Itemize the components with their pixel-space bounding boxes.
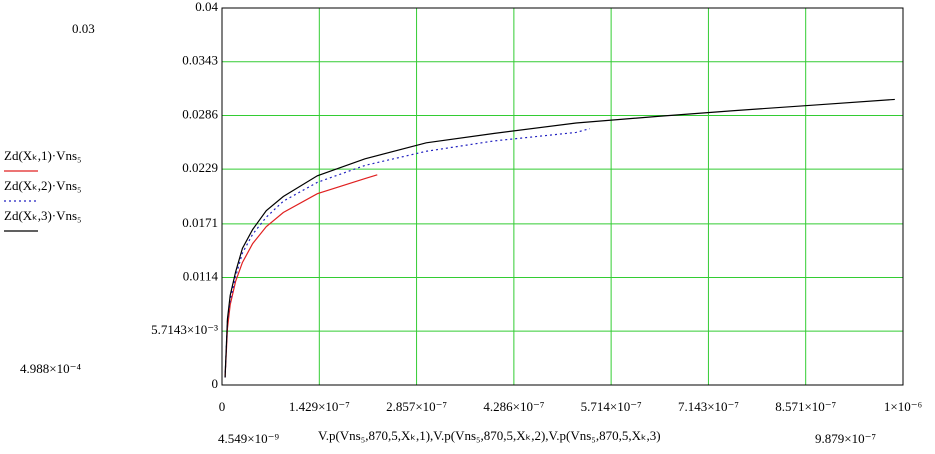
y-range-bottom: 4.988×10⁻⁴ bbox=[20, 361, 81, 376]
series-line bbox=[224, 128, 590, 378]
y-tick-label: 5.7143×10⁻³ bbox=[151, 322, 218, 337]
series-line bbox=[224, 174, 378, 378]
y-tick-label: 0.0286 bbox=[182, 106, 218, 121]
x-tick-label: 1.429×10⁻⁷ bbox=[289, 399, 350, 414]
x-tick-label: 0 bbox=[219, 399, 226, 414]
legend-label: Zd(Xₖ,1)·Vns₅ bbox=[4, 148, 82, 163]
legend-label: Zd(Xₖ,2)·Vns₅ bbox=[4, 178, 82, 193]
x-tick-label: 8.571×10⁻⁷ bbox=[775, 399, 836, 414]
x-tick-label: 4.286×10⁻⁷ bbox=[483, 399, 544, 414]
y-tick-label: 0 bbox=[212, 376, 219, 391]
y-tick-label: 0.0229 bbox=[182, 160, 218, 175]
y-tick-label: 0.0171 bbox=[182, 215, 218, 230]
x-tick-label: 2.857×10⁻⁷ bbox=[386, 399, 447, 414]
series-line bbox=[224, 98, 895, 378]
y-tick-label: 0.0343 bbox=[182, 53, 218, 68]
y-tick-label: 0.04 bbox=[195, 0, 218, 14]
y-tick-label: 0.0114 bbox=[183, 269, 219, 284]
y-range-top: 0.03 bbox=[72, 21, 95, 36]
x-tick-label: 1×10⁻⁶ bbox=[884, 399, 922, 414]
x-tick-label: 7.143×10⁻⁷ bbox=[678, 399, 739, 414]
x-range-right: 9.879×10⁻⁷ bbox=[815, 431, 876, 446]
x-axis-label: V.p(Vns₅,870,5,Xₖ,1),V.p(Vns₅,870,5,Xₖ,2… bbox=[318, 428, 661, 443]
x-range-left: 4.549×10⁻⁹ bbox=[218, 431, 279, 446]
plot-frame bbox=[221, 7, 904, 386]
x-tick-label: 5.714×10⁻⁷ bbox=[581, 399, 642, 414]
legend-label: Zd(Xₖ,3)·Vns₅ bbox=[4, 208, 82, 223]
